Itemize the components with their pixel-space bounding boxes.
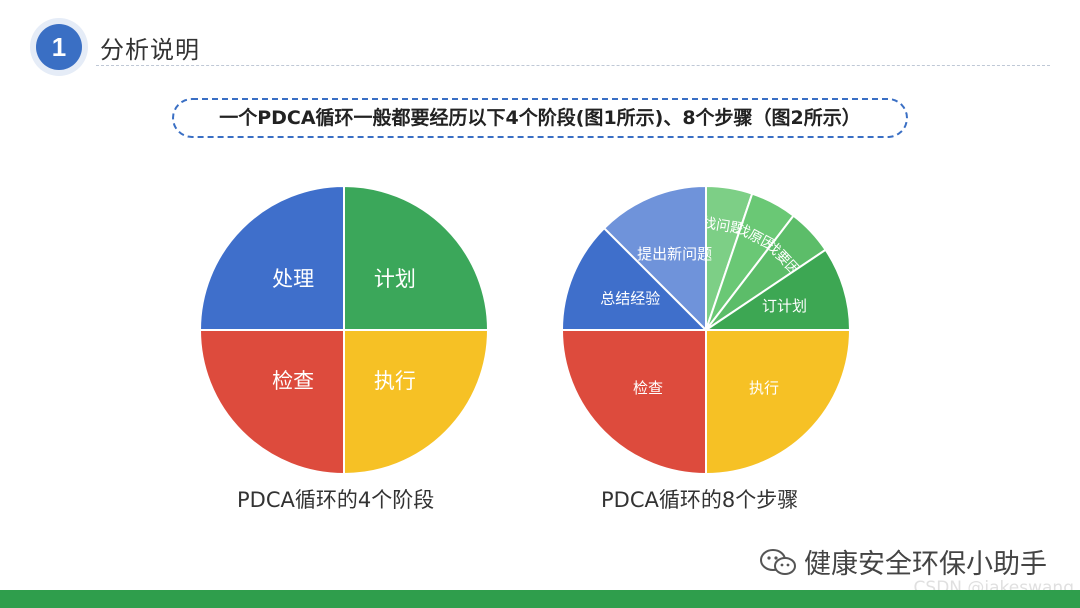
slice-label: 执行	[374, 369, 416, 393]
slice-label: 总结经验	[600, 290, 660, 308]
wechat-icon	[758, 547, 798, 577]
slice-label: 检查	[272, 369, 314, 393]
pie-slice	[706, 330, 850, 474]
slice-label: 计划	[374, 267, 416, 291]
pie-slice	[562, 330, 706, 474]
pie-slice	[200, 186, 344, 330]
slice-label: 订计划	[762, 297, 807, 315]
slice-label: 执行	[749, 379, 779, 397]
slice-label: 检查	[633, 379, 663, 397]
watermark-text: 健康安全环保小助手	[804, 542, 1047, 581]
slice-label: 处理	[272, 267, 314, 291]
pie-slice	[344, 186, 488, 330]
bottom-bar	[0, 590, 1080, 608]
watermark: 健康安全环保小助手	[758, 542, 1047, 581]
pie-slice	[344, 330, 488, 474]
pie-slice	[200, 330, 344, 474]
right-pie-caption: PDCA循环的8个步骤	[601, 484, 798, 514]
left-pie-caption: PDCA循环的4个阶段	[237, 484, 434, 514]
slice-label: 提出新问题	[637, 245, 712, 263]
